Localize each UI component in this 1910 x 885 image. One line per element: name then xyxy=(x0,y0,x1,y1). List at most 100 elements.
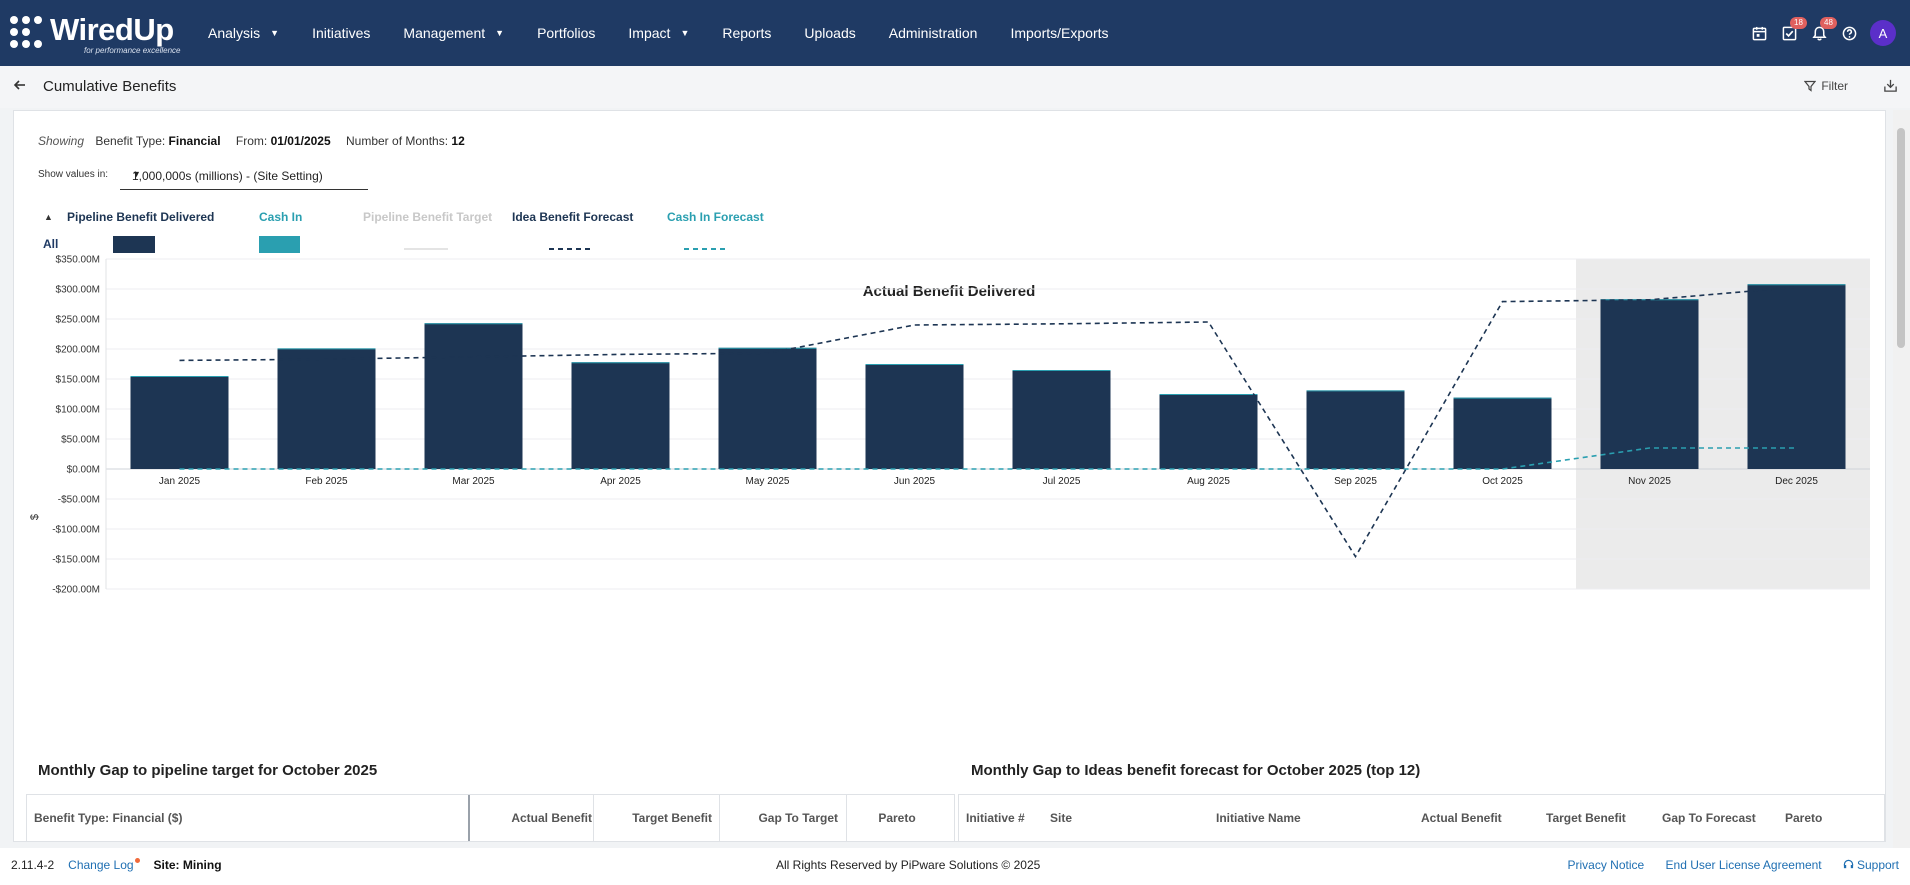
help-icon[interactable] xyxy=(1834,26,1864,41)
x-tick-label: Feb 2025 xyxy=(305,476,348,487)
y-tick-label: $300.00M xyxy=(56,285,100,296)
series-line xyxy=(179,286,1797,559)
from-value: 01/01/2025 xyxy=(270,134,331,148)
bar xyxy=(424,323,523,469)
filter-icon xyxy=(1804,80,1817,92)
nav-label: Administration xyxy=(888,25,978,41)
col-initiative-name[interactable]: Initiative Name xyxy=(1216,811,1301,825)
x-tick-label: Nov 2025 xyxy=(1628,476,1671,487)
support-link[interactable]: Support xyxy=(1843,858,1899,872)
showing-summary: Showing Benefit Type: Financial From: 01… xyxy=(38,134,465,148)
copyright: All Rights Reserved by PiPware Solutions… xyxy=(776,858,1041,872)
col-benefit-type[interactable]: Benefit Type: Financial ($) xyxy=(34,811,183,825)
scrollbar-thumb[interactable] xyxy=(1897,128,1905,348)
bar xyxy=(1159,394,1258,469)
bar xyxy=(1453,397,1552,469)
bar xyxy=(865,364,964,469)
bar xyxy=(130,376,229,469)
nav-label: Management xyxy=(403,25,486,41)
changelog-label: Change Log xyxy=(68,858,134,872)
avatar[interactable]: A xyxy=(1870,20,1896,46)
page-header-bar: Cumulative Benefits Filter xyxy=(0,66,1910,108)
changelog-new-dot xyxy=(134,858,140,863)
col-pareto[interactable]: Pareto xyxy=(1785,811,1823,825)
legend-cash-in-forecast[interactable]: Cash In Forecast xyxy=(667,210,764,224)
notifications-badge: 48 xyxy=(1820,16,1837,29)
col-actual-benefit[interactable]: Actual Benefit xyxy=(1421,811,1502,825)
series-line xyxy=(179,447,1797,470)
show-values-label: Show values in: xyxy=(38,169,109,180)
legend-idea-benefit-forecast[interactable]: Idea Benefit Forecast xyxy=(512,210,634,224)
show-values-select[interactable]: 1,000,000s (millions) - (Site Setting) ▼ xyxy=(120,163,368,190)
nav-administration[interactable]: Administration xyxy=(889,25,978,41)
bar xyxy=(1747,284,1846,469)
x-tick-label: Jan 2025 xyxy=(159,476,201,487)
nav-imports-exports[interactable]: Imports/Exports xyxy=(1010,25,1108,41)
y-tick-label: $0.00M xyxy=(67,465,100,476)
x-tick-label: Mar 2025 xyxy=(452,476,495,487)
nav-management[interactable]: Management ▼ xyxy=(403,25,504,41)
eula-link[interactable]: End User License Agreement xyxy=(1665,858,1822,872)
nav-initiatives[interactable]: Initiatives xyxy=(312,25,370,41)
chart-title: Actual Benefit Delivered xyxy=(863,283,1036,300)
col-actual-benefit[interactable]: Actual Benefit xyxy=(468,795,600,841)
bar xyxy=(1306,390,1405,469)
bell-icon[interactable]: 48 xyxy=(1804,16,1837,41)
export-icon[interactable] xyxy=(1883,78,1898,98)
y-tick-label: -$200.00M xyxy=(52,585,100,596)
y-axis-label: $ xyxy=(29,514,41,520)
calendar-icon[interactable] xyxy=(1744,26,1774,41)
legend-pipeline-benefit-target[interactable]: Pipeline Benefit Target xyxy=(363,210,493,224)
privacy-link[interactable]: Privacy Notice xyxy=(1567,858,1645,872)
y-tick-label: -$150.00M xyxy=(52,555,100,566)
bar xyxy=(571,362,670,469)
legend-swatch-pipeline xyxy=(113,236,155,253)
left-table-title: Monthly Gap to pipeline target for Octob… xyxy=(38,762,378,779)
legend-line-swatches xyxy=(404,248,725,250)
nav-reports[interactable]: Reports xyxy=(722,25,771,41)
page-scrollbar[interactable] xyxy=(1893,110,1910,848)
legend-cash-in[interactable]: Cash In xyxy=(259,210,303,224)
brand-name: WiredUp xyxy=(50,12,174,47)
legend-pipeline-benefit-delivered[interactable]: Pipeline Benefit Delivered xyxy=(67,210,215,224)
nav-portfolios[interactable]: Portfolios xyxy=(537,25,595,41)
col-target-benefit[interactable]: Target Benefit xyxy=(1546,811,1626,825)
report-card: Showing Benefit Type: Financial From: 01… xyxy=(13,110,1886,842)
nav-uploads[interactable]: Uploads xyxy=(804,25,855,41)
bar xyxy=(718,347,817,469)
nav-analysis[interactable]: Analysis ▼ xyxy=(208,25,279,41)
caret-down-icon: ▼ xyxy=(270,28,280,38)
footer: 2.11.4-2 Change Log Site: Mining All Right… xyxy=(0,848,1910,885)
months-label: Number of Months: xyxy=(346,134,449,148)
brand-tagline: for performance excellence xyxy=(84,46,181,55)
filter-label: Filter xyxy=(1821,79,1848,93)
y-tick-label: $100.00M xyxy=(56,405,100,416)
x-tick-label: Aug 2025 xyxy=(1187,476,1230,487)
nav-impact[interactable]: Impact ▼ xyxy=(628,25,689,41)
benefit-type-label: Benefit Type: xyxy=(95,134,166,148)
caret-down-icon: ▼ xyxy=(132,169,141,179)
tasks-badge: 18 xyxy=(1790,16,1807,29)
collapse-legend-icon[interactable]: ▲ xyxy=(44,212,53,222)
y-tick-label: $350.00M xyxy=(56,255,100,266)
wiredup-logo[interactable]: WiredUp for performance excellence xyxy=(10,10,182,56)
x-tick-label: Oct 2025 xyxy=(1482,476,1523,487)
col-gap-to-forecast[interactable]: Gap To Forecast xyxy=(1662,811,1756,825)
top-icons: 18 48 A xyxy=(1744,0,1910,66)
filter-button[interactable]: Filter xyxy=(1804,79,1848,93)
nav-label: Initiatives xyxy=(312,25,371,41)
back-arrow-icon[interactable] xyxy=(13,78,27,96)
tasks-icon[interactable]: 18 xyxy=(1774,16,1807,41)
nav-label: Imports/Exports xyxy=(1010,25,1109,41)
col-site[interactable]: Site xyxy=(1050,811,1073,825)
x-tick-label: Apr 2025 xyxy=(600,476,641,487)
col-gap-to-target[interactable]: Gap To Target xyxy=(719,795,846,841)
y-tick-label: $250.00M xyxy=(56,315,100,326)
col-initiative-number[interactable]: Initiative # xyxy=(966,811,1025,825)
col-pareto[interactable]: Pareto xyxy=(846,795,947,841)
nav-label: Analysis xyxy=(208,25,261,41)
right-table-title: Monthly Gap to Ideas benefit forecast fo… xyxy=(971,762,1421,779)
changelog-link[interactable]: Change Log xyxy=(68,858,140,872)
support-icon xyxy=(1843,859,1854,869)
col-target-benefit[interactable]: Target Benefit xyxy=(593,795,720,841)
